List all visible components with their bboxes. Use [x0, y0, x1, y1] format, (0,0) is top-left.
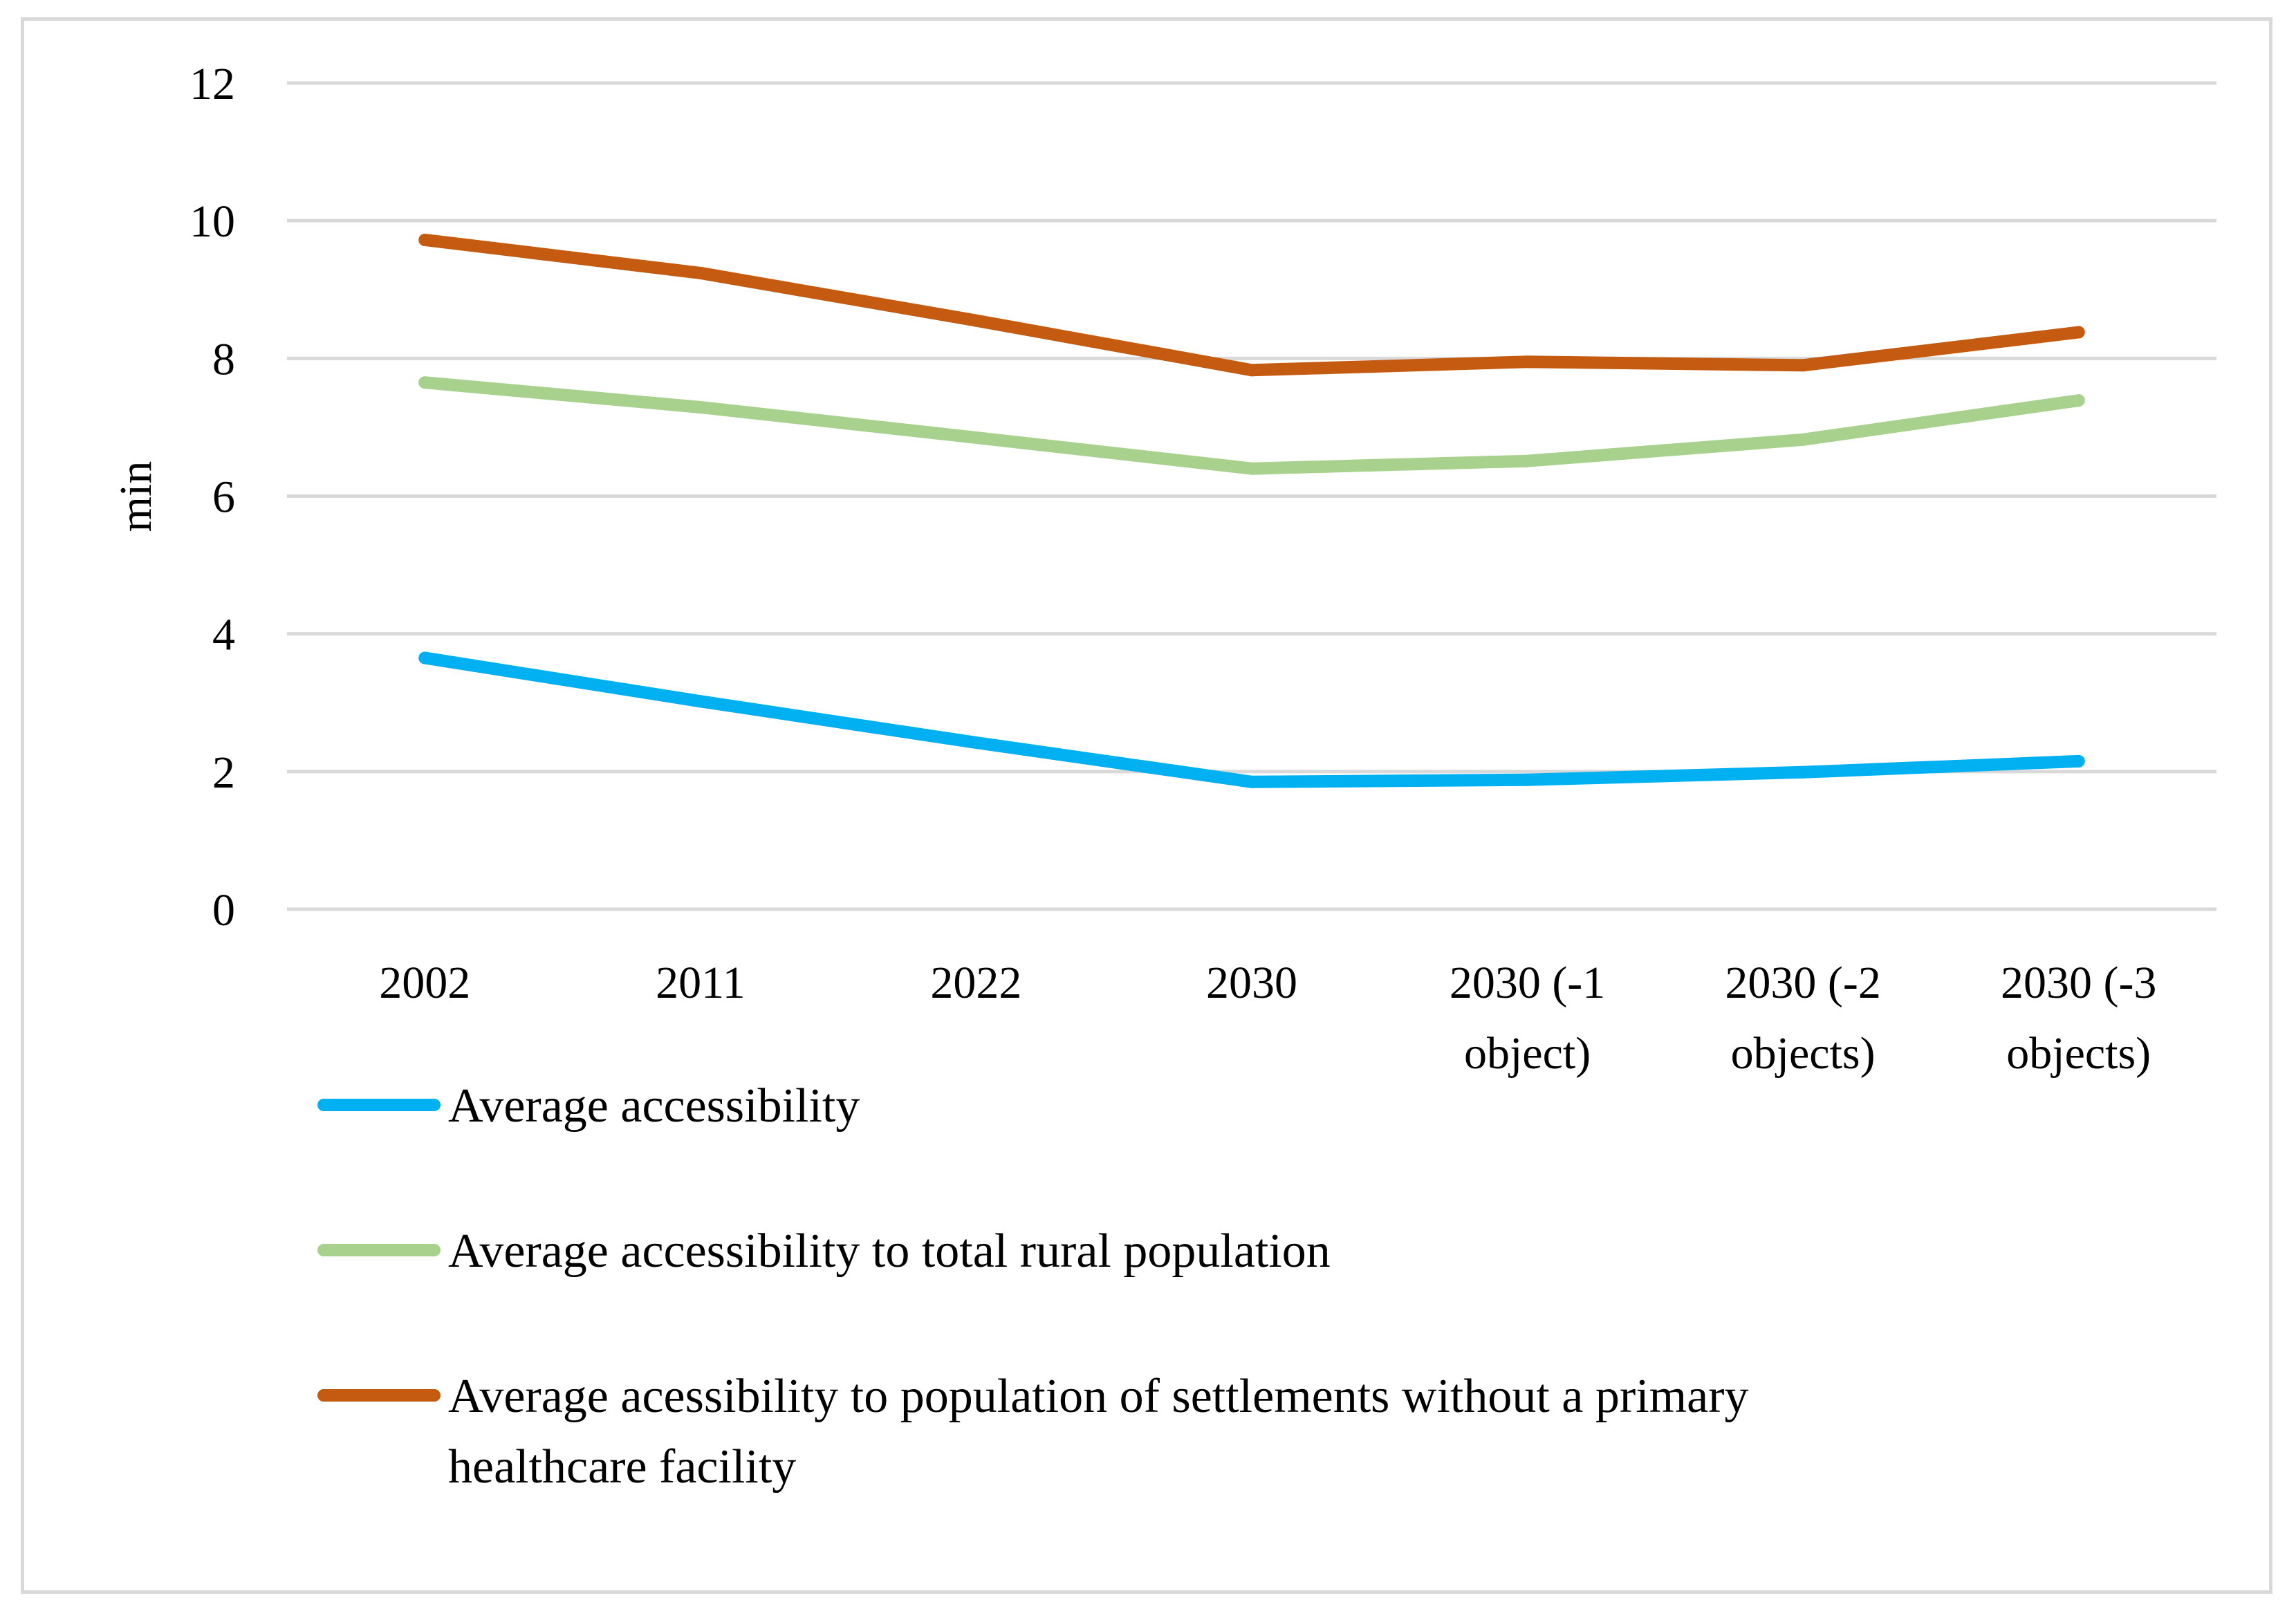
- data-point-s1-1: [694, 401, 707, 414]
- data-point-s0-0: [418, 651, 432, 664]
- data-point-s0-2: [970, 736, 983, 750]
- x-tick-label-5-line-1: objects): [1731, 1028, 1876, 1079]
- x-tick-label-6-line-1: objects): [2006, 1028, 2151, 1079]
- x-tick-label-3: 2030: [1206, 958, 1297, 1008]
- x-tick-label-1: 2011: [656, 958, 746, 1008]
- data-point-s1-6: [2072, 394, 2085, 407]
- y-tick-label-2: 2: [212, 747, 235, 798]
- data-point-s2-1: [694, 266, 707, 279]
- y-tick-label-12: 12: [189, 59, 235, 109]
- data-point-s1-3: [1246, 462, 1258, 475]
- legend-label-2-line-0: Average acessibility to population of se…: [448, 1370, 1748, 1423]
- y-tick-label-6: 6: [212, 472, 235, 523]
- data-point-s2-6: [2072, 326, 2085, 339]
- data-point-s0-6: [2072, 754, 2085, 768]
- data-point-s0-5: [1797, 765, 1810, 779]
- data-point-s2-0: [418, 234, 432, 247]
- x-tick-label-0: 2002: [379, 958, 470, 1008]
- legend-label-0: Average accessibility: [448, 1079, 860, 1133]
- y-tick-label-8: 8: [212, 334, 235, 384]
- legend-label-1: Average accessibility to total rural pop…: [448, 1225, 1331, 1278]
- series-line-1: [418, 376, 2085, 475]
- data-point-s0-1: [694, 695, 707, 708]
- legend-label-2-line-1: healthcare facility: [448, 1440, 796, 1494]
- x-tick-label-2: 2022: [930, 958, 1021, 1008]
- y-axis-title: min: [111, 461, 161, 532]
- y-tick-label-0: 0: [212, 885, 235, 936]
- data-point-s0-3: [1246, 775, 1258, 788]
- data-point-s1-5: [1797, 433, 1810, 446]
- x-tick-label-4-line-1: object): [1464, 1028, 1591, 1079]
- x-tick-label-6-line-0: 2030 (-3: [2001, 958, 2156, 1008]
- x-tick-label-4-line-0: 2030 (-1: [1450, 958, 1605, 1008]
- y-tick-label-10: 10: [189, 196, 235, 247]
- data-point-s2-2: [970, 314, 983, 327]
- data-point-s0-4: [1521, 773, 1534, 786]
- series-line-2: [418, 234, 2085, 377]
- series-line-0: [418, 651, 2085, 788]
- data-point-s2-5: [1797, 359, 1810, 372]
- y-tick-label-4: 4: [212, 610, 235, 660]
- data-point-s1-2: [970, 431, 983, 444]
- data-point-s2-3: [1246, 364, 1258, 377]
- data-point-s1-4: [1521, 454, 1534, 467]
- x-tick-label-5-line-0: 2030 (-2: [1725, 958, 1880, 1008]
- chart-frame: [21, 17, 2272, 1594]
- data-point-s2-4: [1521, 355, 1534, 369]
- data-point-s1-0: [418, 376, 432, 389]
